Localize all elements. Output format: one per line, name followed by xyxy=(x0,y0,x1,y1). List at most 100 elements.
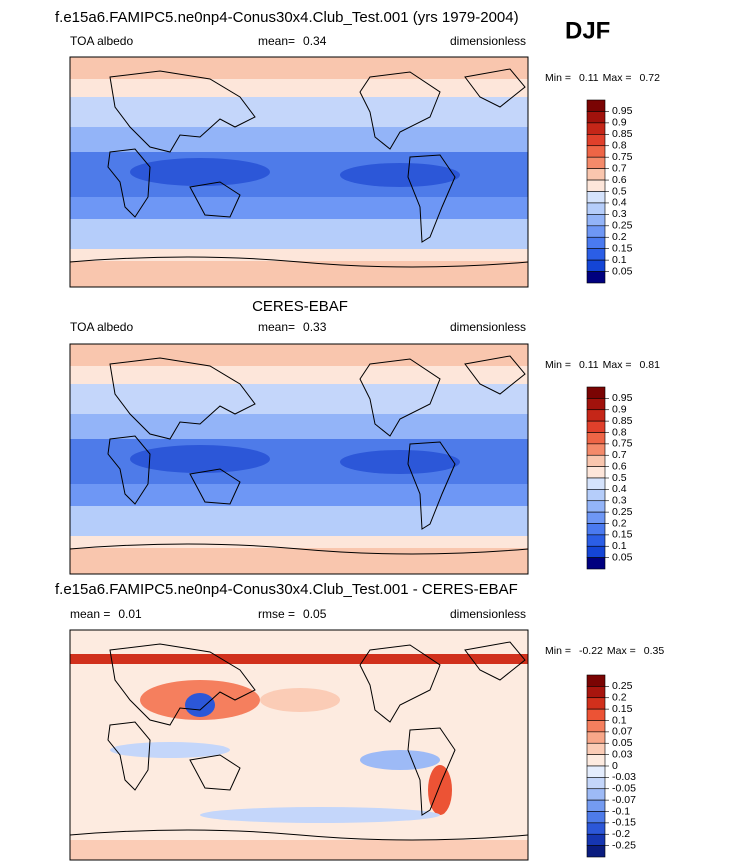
colorbar-swatch xyxy=(586,686,606,699)
colorbar-swatch xyxy=(586,443,606,456)
colorbar-label: 0.9 xyxy=(612,117,627,129)
colorbar-label: 0.1 xyxy=(612,714,627,726)
colorbar-swatch xyxy=(586,788,606,801)
colorbar-label: 0.2 xyxy=(612,517,627,529)
variable-name: TOA albedo xyxy=(70,320,133,334)
colorbar-swatch xyxy=(586,777,606,790)
min-max: Min = 0.11 Max = 0.72 xyxy=(545,72,660,84)
colorbar-swatch xyxy=(586,822,606,835)
rmse-label: rmse = xyxy=(258,607,295,621)
colorbar-label: 0.2 xyxy=(612,692,627,704)
colorbar-label: 0.95 xyxy=(612,392,633,404)
colorbar-label: 0.15 xyxy=(612,529,633,541)
max-label: Max = xyxy=(603,72,632,84)
colorbar-label: 0.03 xyxy=(612,748,633,760)
colorbar-label: 0.1 xyxy=(612,254,627,266)
colorbar-swatch xyxy=(586,720,606,733)
colorbar-label: 0.25 xyxy=(612,680,633,692)
colorbar-label: 0.85 xyxy=(612,415,633,427)
colorbar-swatch xyxy=(586,99,606,112)
mean-label: mean = xyxy=(70,607,110,621)
mean: mean= 0.33 xyxy=(258,320,327,334)
colorbar-swatch xyxy=(586,202,606,215)
colorbar-swatch xyxy=(586,134,606,147)
colorbar-swatch xyxy=(586,236,606,249)
map-1 xyxy=(69,56,529,288)
colorbar-swatch xyxy=(586,708,606,721)
colorbar-swatch xyxy=(586,168,606,181)
colorbar-label: 0.15 xyxy=(612,703,633,715)
colorbar-swatch xyxy=(586,799,606,812)
max-value: 0.72 xyxy=(640,72,661,84)
min-label: Min = xyxy=(545,645,571,657)
mean-label: mean= xyxy=(258,320,295,334)
colorbar-label: 0.3 xyxy=(612,495,627,507)
colorbar-swatch xyxy=(586,122,606,135)
colorbar-label: -0.05 xyxy=(612,783,636,795)
colorbar-swatch xyxy=(586,833,606,846)
colorbar-swatch xyxy=(586,534,606,547)
colorbar-label: 0.1 xyxy=(612,540,627,552)
colorbar-label: -0.07 xyxy=(612,794,636,806)
colorbar-label: 0.4 xyxy=(612,483,627,495)
colorbar-label: 0.15 xyxy=(612,242,633,254)
figure-title: f.e15a6.FAMIPC5.ne0np4-Conus30x4.Club_Te… xyxy=(55,9,519,26)
min-label: Min = xyxy=(545,359,571,371)
colorbar-label: -0.25 xyxy=(612,839,636,851)
season: DJF xyxy=(565,17,610,44)
min-value: 0.11 xyxy=(579,72,599,84)
mean: mean= 0.34 xyxy=(258,34,327,48)
colorbar-swatch xyxy=(586,271,606,284)
colorbar-swatch xyxy=(586,811,606,824)
colorbar-label: 0.7 xyxy=(612,162,627,174)
colorbar-swatch xyxy=(586,156,606,169)
colorbar-swatch xyxy=(586,500,606,513)
min-value: -0.22 xyxy=(579,645,603,657)
colorbar-label: 0.07 xyxy=(612,726,633,738)
colorbar-label: 0.2 xyxy=(612,231,627,243)
colorbar-label: 0.8 xyxy=(612,426,627,438)
colorbar-swatch xyxy=(586,386,606,399)
min-max: Min = 0.11 Max = 0.81 xyxy=(545,359,660,371)
colorbar-label: 0.05 xyxy=(612,737,633,749)
colorbar-swatch xyxy=(586,765,606,778)
rmse: rmse = 0.05 xyxy=(258,607,327,621)
colorbar-swatch xyxy=(586,432,606,445)
colorbar-swatch xyxy=(586,674,606,687)
colorbar-swatch xyxy=(586,420,606,433)
colorbar-label: 0.25 xyxy=(612,506,633,518)
colorbar-swatch xyxy=(586,454,606,467)
colorbar-swatch xyxy=(586,259,606,272)
mean: mean = 0.01 xyxy=(70,607,142,621)
colorbar-swatch xyxy=(586,489,606,502)
colorbar-swatch xyxy=(586,398,606,411)
mean-value: 0.34 xyxy=(303,34,327,48)
colorbar-label: 0.95 xyxy=(612,105,633,117)
max-label: Max = xyxy=(603,359,632,371)
colorbar-label: -0.2 xyxy=(612,828,630,840)
colorbar-label: 0.75 xyxy=(612,151,633,163)
min-value: 0.11 xyxy=(579,359,599,371)
colorbar-swatch xyxy=(586,111,606,124)
colorbar-label: 0.6 xyxy=(612,174,627,186)
colorbar-label: 0.6 xyxy=(612,460,627,472)
colorbar-swatch xyxy=(586,409,606,422)
colorbar-label: 0.4 xyxy=(612,197,627,209)
colorbar-swatch xyxy=(586,557,606,570)
panel-heading: CERES-EBAF xyxy=(252,298,348,315)
units: dimensionless xyxy=(450,34,526,48)
colorbar-swatch xyxy=(586,545,606,558)
max-value: 0.81 xyxy=(640,359,661,371)
colorbar-swatch xyxy=(586,191,606,204)
min-label: Min = xyxy=(545,72,571,84)
map-3 xyxy=(69,629,529,861)
colorbar-label: 0.3 xyxy=(612,208,627,220)
colorbar-label: 0.85 xyxy=(612,128,633,140)
colorbar-label: 0.9 xyxy=(612,404,627,416)
rmse-value: 0.05 xyxy=(303,607,327,621)
variable-name: TOA albedo xyxy=(70,34,133,48)
colorbar-label: -0.1 xyxy=(612,805,630,817)
